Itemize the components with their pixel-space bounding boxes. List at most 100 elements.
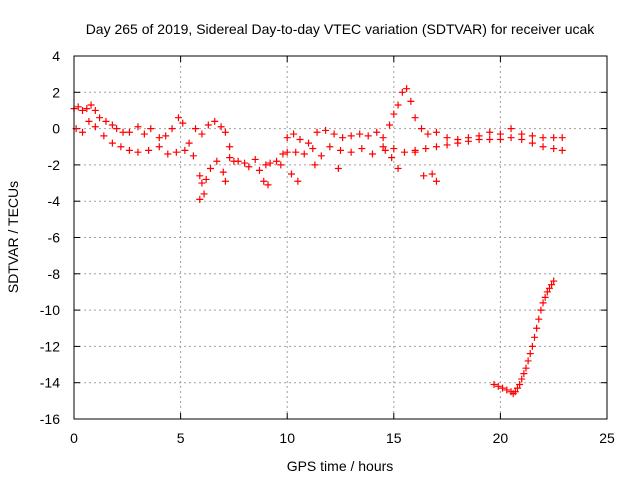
data-point [296,135,304,143]
y-tick-label: 4 [52,48,60,64]
data-point [511,388,519,396]
data-point [379,143,387,151]
x-tick-label: 10 [279,430,295,446]
data-point [147,125,155,133]
data-point [134,123,142,131]
data-point [313,128,321,136]
data-point [339,134,347,142]
data-point [196,172,204,180]
y-tick-label: 2 [52,84,60,100]
data-point [305,139,313,147]
data-point [364,132,372,140]
y-tick-label: -8 [48,266,61,282]
data-point [79,128,87,136]
data-point [528,139,536,147]
data-point [422,145,430,153]
data-point [490,381,498,389]
data-point [394,101,402,109]
series-late-descent [490,277,558,398]
chart-title: Day 265 of 2019, Sidereal Day-to-day VTE… [86,21,596,37]
data-point [432,177,440,185]
data-point [528,132,536,140]
data-point [379,134,387,142]
y-tick-labels: 4 2 0 -2 -4 -6 -8 -10 -12 -14 -16 [40,48,60,427]
data-point [219,168,227,176]
data-point [543,288,551,296]
data-point [418,125,426,133]
x-tick-labels: 0 5 10 15 20 25 [70,430,615,446]
data-point [443,134,451,142]
data-point [74,103,82,111]
data-point [373,128,381,136]
data-point [403,85,411,93]
data-point [454,139,462,147]
data-point [202,175,210,183]
data-point [102,117,110,125]
data-point [486,128,494,136]
data-point [424,130,432,138]
data-point [550,277,558,285]
data-point [198,130,206,138]
data-point [241,159,249,167]
data-point [411,148,419,156]
data-point [134,148,142,156]
gridlines [74,56,607,419]
data-point [292,148,300,156]
data-points [70,85,566,398]
data-point [528,342,536,350]
data-point [411,114,419,122]
data-point [464,137,472,145]
series-scattered-outliers [196,143,440,203]
y-tick-label: -16 [40,411,60,427]
data-point [311,161,319,169]
data-point [330,130,338,138]
data-point [545,284,553,292]
data-point [358,145,366,153]
data-point [548,281,556,289]
x-tick-label: 5 [177,430,185,446]
x-tick-label: 0 [70,430,78,446]
data-point [550,134,558,142]
data-point [283,148,291,156]
data-point [192,125,200,133]
data-point [531,333,539,341]
y-tick-label: -4 [48,193,61,209]
y-tick-label: -14 [40,375,60,391]
data-point [245,163,253,171]
data-point [381,146,389,154]
data-point [100,132,108,140]
data-point [266,159,274,167]
data-point [200,190,208,198]
data-point [287,170,295,178]
data-point [226,143,234,151]
data-point [398,88,406,96]
data-point [181,146,189,154]
data-point [85,117,93,125]
data-point [140,130,148,138]
data-point [164,150,172,158]
plot-frame [73,55,608,420]
data-point [189,152,197,160]
y-axis-label: SDTVAR / TECUs [5,181,21,293]
data-point [91,106,99,114]
data-point [255,166,263,174]
data-point [317,152,325,160]
data-point [260,177,268,185]
data-point [217,123,225,131]
data-point [264,181,272,189]
data-point [388,154,396,162]
data-point [503,386,511,394]
data-point [558,134,566,142]
y-tick-label: -12 [40,338,60,354]
data-point [213,157,221,165]
x-axis-label: GPS time / hours [287,458,394,474]
data-point [533,324,541,332]
data-point [279,150,287,158]
data-point [541,293,549,301]
data-point [198,179,206,187]
data-point [428,170,436,178]
data-point [290,130,298,138]
data-point [273,157,281,165]
data-point [113,125,121,133]
y-tick-label: -10 [40,302,60,318]
